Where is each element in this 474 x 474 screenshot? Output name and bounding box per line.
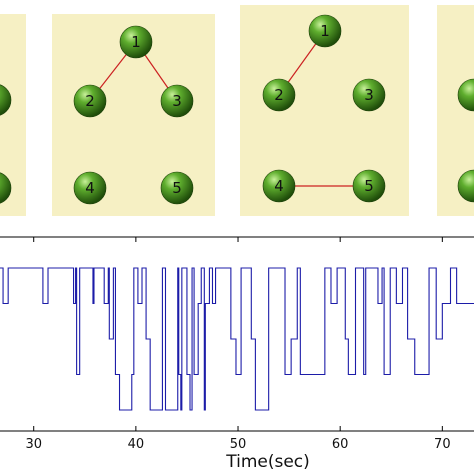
x-axis-ticks: 30 40 50 60 70 bbox=[25, 237, 451, 452]
network-panel-partial-left bbox=[0, 14, 26, 216]
node-label: 1 bbox=[320, 22, 330, 40]
edge-1-3 bbox=[144, 54, 169, 89]
node-5: 5 bbox=[160, 171, 194, 205]
x-axis-label: Time(sec) bbox=[225, 452, 310, 472]
node-sphere bbox=[0, 172, 12, 204]
node-label: 4 bbox=[85, 179, 95, 197]
node-4: 4 bbox=[262, 169, 296, 203]
node-sphere bbox=[262, 169, 296, 203]
network-panel-1: 1 2 3 4 5 bbox=[52, 14, 215, 216]
node-sphere bbox=[0, 84, 12, 116]
node-sphere bbox=[73, 171, 107, 205]
node-sphere bbox=[262, 78, 296, 112]
node-label: 2 bbox=[274, 86, 284, 104]
state-timeline-plot: 30 40 50 60 70 Time(sec) bbox=[0, 236, 474, 472]
node-label: 3 bbox=[364, 86, 374, 104]
node-2: 2 bbox=[262, 78, 296, 112]
node-sphere bbox=[457, 169, 474, 203]
node-sphere bbox=[119, 25, 153, 59]
node-4 bbox=[0, 172, 12, 204]
x-tick-label: 30 bbox=[25, 437, 42, 452]
node-sphere bbox=[457, 78, 474, 112]
node-sphere bbox=[160, 84, 194, 118]
node-3: 3 bbox=[160, 84, 194, 118]
node-sphere bbox=[352, 169, 386, 203]
state-trace-line bbox=[0, 267, 474, 411]
node-2 bbox=[0, 84, 12, 116]
node-sphere bbox=[160, 171, 194, 205]
node-1 bbox=[457, 78, 474, 112]
x-tick-label: 70 bbox=[434, 437, 451, 452]
node-3: 3 bbox=[352, 78, 386, 112]
node-label: 1 bbox=[131, 33, 141, 51]
node-2 bbox=[457, 169, 474, 203]
network-panels: 1 2 3 4 5 1 2 3 4 5 bbox=[0, 5, 474, 216]
network-panel-partial-right bbox=[437, 5, 474, 216]
node-4: 4 bbox=[73, 171, 107, 205]
node-1: 1 bbox=[308, 14, 342, 48]
node-2: 2 bbox=[73, 84, 107, 118]
node-label: 3 bbox=[172, 92, 182, 110]
node-sphere bbox=[73, 84, 107, 118]
node-label: 2 bbox=[85, 92, 95, 110]
x-tick-label: 40 bbox=[128, 437, 145, 452]
node-label: 4 bbox=[274, 177, 284, 195]
node-1: 1 bbox=[119, 25, 153, 59]
node-label: 5 bbox=[172, 179, 182, 197]
node-sphere bbox=[308, 14, 342, 48]
x-tick-label: 60 bbox=[332, 437, 349, 452]
node-label: 5 bbox=[364, 177, 374, 195]
edge-1-2 bbox=[287, 43, 317, 83]
node-5: 5 bbox=[352, 169, 386, 203]
network-panel-2: 1 2 3 4 5 bbox=[240, 5, 409, 216]
node-sphere bbox=[352, 78, 386, 112]
x-tick-label: 50 bbox=[230, 437, 247, 452]
edge-1-2 bbox=[99, 54, 127, 89]
